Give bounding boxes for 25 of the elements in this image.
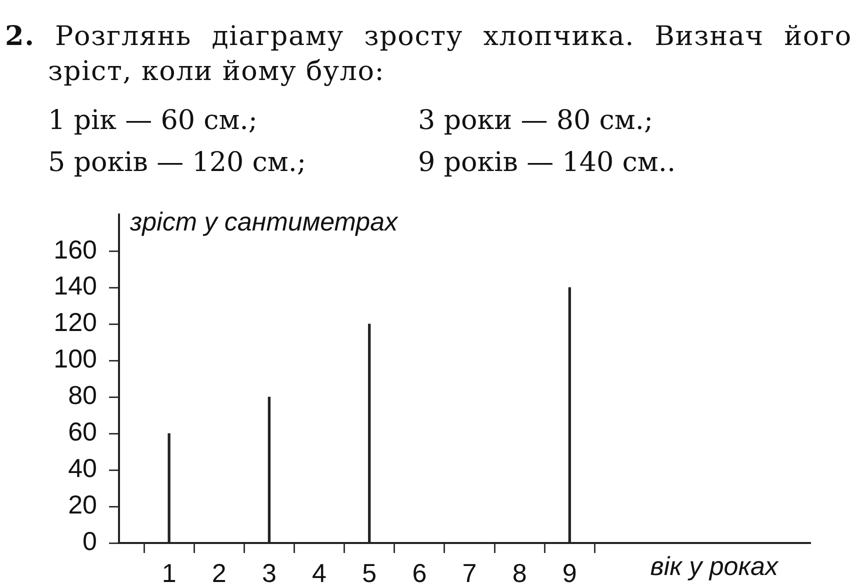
- text: 9 років — 140 см..: [418, 146, 677, 180]
- x-tick-label: 2: [212, 558, 226, 587]
- y-tick-label: 160: [54, 234, 97, 264]
- text: 1 рік — 60 см.;: [48, 104, 258, 138]
- y-tick-label: 0: [82, 526, 97, 556]
- chart-title: 2. Розглянь діаграму зросту хлопчика. Визнач його зріст, коли йому було:: [5, 20, 852, 89]
- y-tick-label: 80: [68, 380, 97, 410]
- x-tick-label: 1: [162, 558, 176, 587]
- y-tick-label: 120: [54, 307, 97, 338]
- y-axis-title: зріст у сантиметрах: [129, 206, 399, 237]
- x-tick-label: 3: [262, 558, 276, 587]
- y-tick-label: 20: [68, 490, 97, 520]
- text: 3 роки — 80 см.;: [418, 104, 654, 138]
- y-tick-label: 40: [68, 453, 97, 484]
- x-tick-label: 9: [562, 558, 577, 587]
- y-tick-label: 140: [54, 270, 97, 301]
- y-tick-label: 100: [54, 344, 97, 374]
- x-tick-label: 7: [462, 558, 477, 587]
- x-tick-label: 6: [412, 558, 427, 587]
- y-tick-label: 60: [68, 416, 97, 447]
- x-tick-label: 5: [362, 558, 377, 587]
- x-tick-label: 4: [312, 558, 327, 587]
- x-tick-label: 8: [512, 558, 527, 587]
- text: 5 років — 120 см.;: [48, 146, 308, 180]
- x-axis-title: вік у роках: [650, 551, 779, 581]
